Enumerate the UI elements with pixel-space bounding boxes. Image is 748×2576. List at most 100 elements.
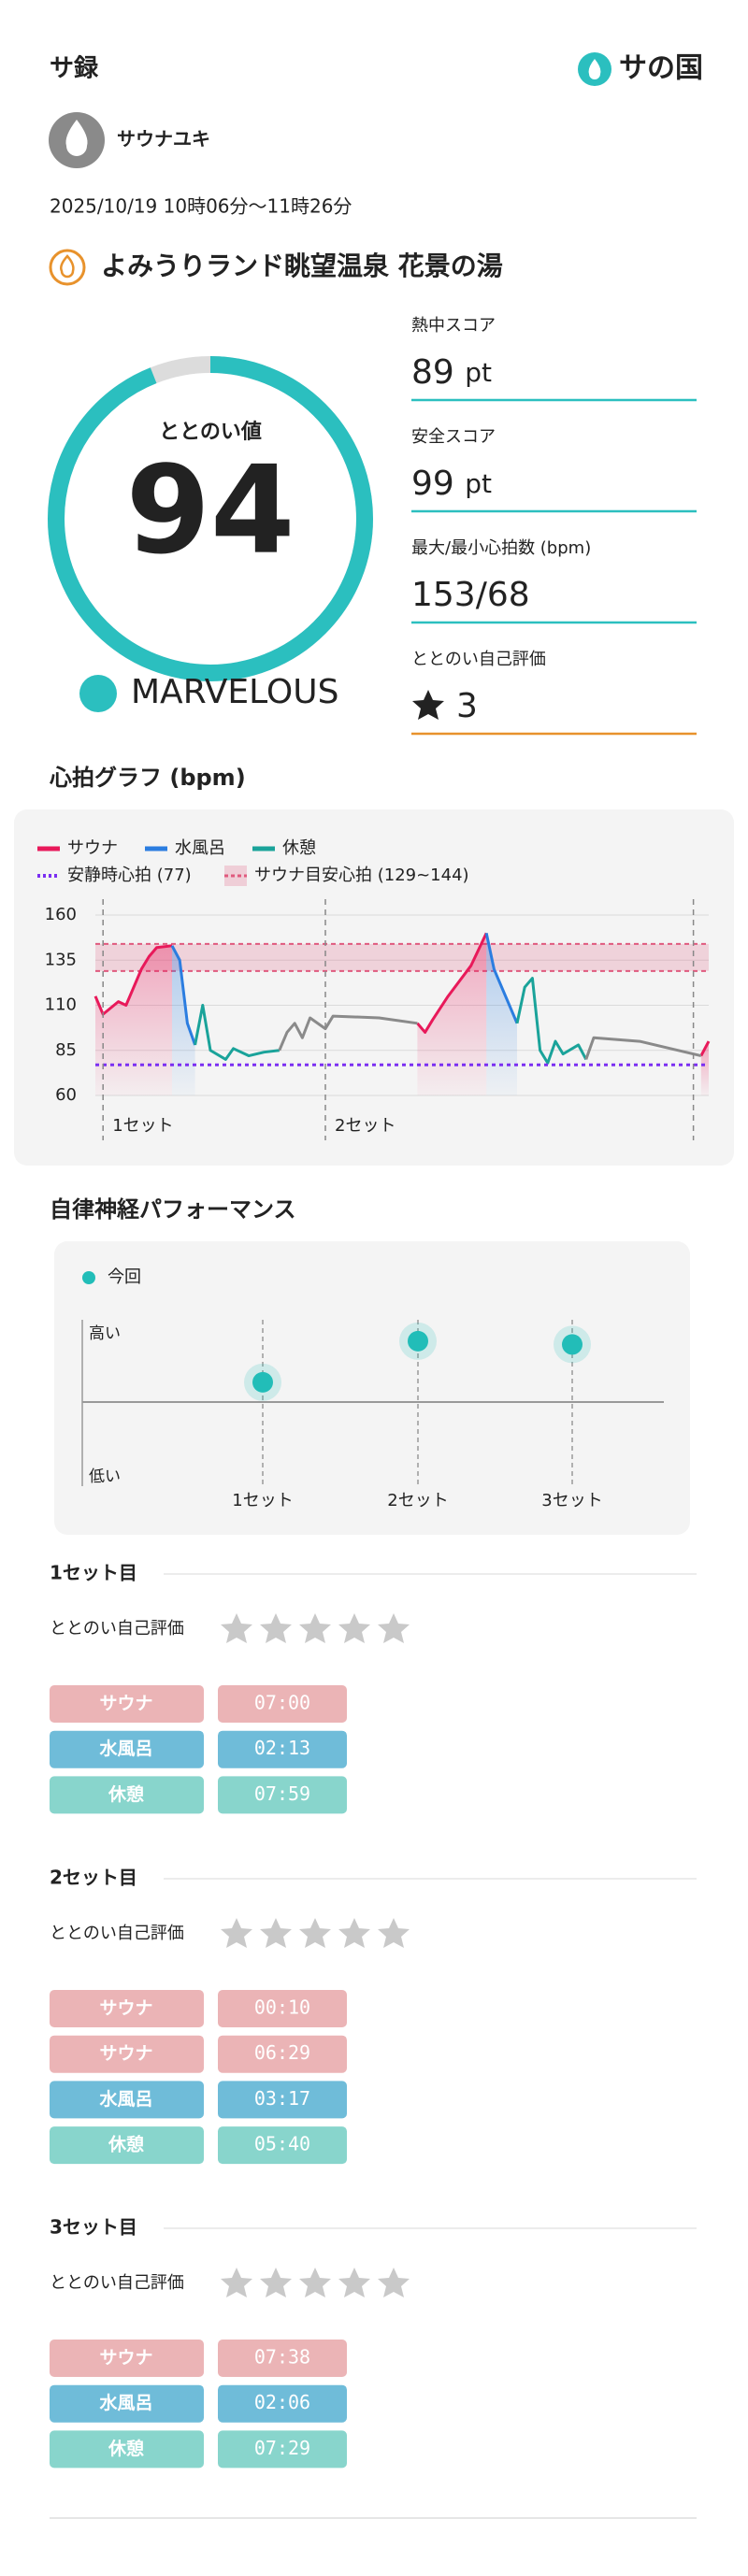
- stat-unit: pt: [465, 357, 492, 388]
- phase-pill: [50, 1685, 204, 1723]
- phase-pill: [50, 2430, 204, 2469]
- series-line: [699, 1040, 711, 1057]
- stat-label: ととのい自己評価: [411, 650, 546, 669]
- stat-value: 99 pt: [411, 465, 492, 503]
- series-area: [172, 945, 195, 1095]
- logo-drop: [588, 59, 601, 79]
- x-tick-label: 2セット: [387, 1491, 448, 1510]
- rating-star[interactable]: [221, 1918, 252, 1948]
- phase-pill: [218, 2340, 347, 2377]
- phase-time: 02:13: [254, 1737, 310, 1759]
- point: [252, 1371, 273, 1393]
- rating-star[interactable]: [378, 2268, 410, 2297]
- stat-value: 89 pt: [411, 353, 492, 392]
- legend-label: 安静時心拍 (77): [67, 866, 192, 885]
- rating-star[interactable]: [378, 1918, 410, 1948]
- series-area: [95, 945, 172, 1095]
- legend-dot: [82, 1271, 95, 1284]
- rating-star[interactable]: [378, 1613, 410, 1643]
- phase-pill: [218, 1990, 347, 2027]
- stat-number: 89: [411, 353, 454, 392]
- phase-label: 水風呂: [98, 2089, 152, 2110]
- logo-text: サの国: [619, 52, 703, 85]
- rating-star[interactable]: [299, 1613, 331, 1643]
- stat-label: 最大/最小心拍数 (bpm): [411, 538, 591, 558]
- legend-label: サウナ目安心拍 (129~144): [254, 866, 469, 885]
- phase-label: 休憩: [108, 2438, 144, 2459]
- stat-value: 153/68: [411, 576, 530, 614]
- rating-label: ととのい自己評価: [50, 2273, 184, 2293]
- y-tick-label: 85: [55, 1040, 77, 1060]
- phase-pill: [50, 1990, 204, 2027]
- phase-label: 水風呂: [98, 1739, 152, 1759]
- rating-label: ととのい自己評価: [50, 1924, 184, 1943]
- phase-time: 02:06: [254, 2391, 310, 2413]
- set-title: 3セット目: [50, 2216, 137, 2239]
- point: [562, 1334, 583, 1355]
- phase-label: サウナ: [99, 2348, 152, 2368]
- series-line: [278, 1014, 418, 1052]
- phase-time: 07:38: [254, 2346, 310, 2368]
- series-line: [484, 932, 519, 1024]
- rating-star[interactable]: [338, 1613, 370, 1643]
- y-tick-label: 110: [45, 995, 77, 1015]
- stat-unit: pt: [465, 468, 492, 499]
- phase-pill: [218, 2081, 347, 2119]
- phase-pill: [50, 2384, 204, 2423]
- series-area: [486, 933, 517, 1095]
- series-line: [416, 932, 488, 1034]
- legend-label: 水風呂: [175, 838, 225, 858]
- star-icon: [412, 690, 444, 720]
- point: [408, 1330, 428, 1352]
- phase-pill: [50, 2126, 204, 2165]
- x-tick-label: 3セット: [541, 1491, 602, 1510]
- rating-star[interactable]: [260, 1918, 292, 1948]
- series-line: [584, 1036, 702, 1060]
- y-axis-label: 低い: [89, 1467, 121, 1486]
- session-datetime: 2025/10/19 10時06分〜11時26分: [50, 195, 352, 218]
- series-line: [194, 1004, 280, 1061]
- facility-icon: [49, 249, 86, 286]
- rating-star[interactable]: [221, 2268, 252, 2297]
- rating-star[interactable]: [260, 2268, 292, 2297]
- rating-star[interactable]: [299, 1918, 331, 1948]
- x-tick-label: 1セット: [232, 1491, 293, 1510]
- phase-pill: [50, 1730, 204, 1768]
- phase-label: 水風呂: [98, 2393, 152, 2413]
- rating-star[interactable]: [260, 1613, 292, 1643]
- y-tick-label: 135: [45, 950, 77, 969]
- phase-time: 06:29: [254, 2041, 310, 2064]
- phase-pill: [218, 2430, 347, 2469]
- phase-label: サウナ: [99, 1694, 152, 1714]
- y-tick-label: 160: [45, 905, 77, 924]
- rank-text: MARVELOUS: [131, 673, 338, 711]
- rating-star[interactable]: [299, 2268, 331, 2297]
- phase-pill: [218, 2126, 347, 2165]
- series-line: [94, 944, 173, 1016]
- rating-star[interactable]: [221, 1613, 252, 1643]
- set-title: 1セット目: [50, 1562, 137, 1584]
- app-title: サ録: [50, 55, 99, 83]
- set-label: 1セット: [112, 1116, 173, 1136]
- phase-pill: [218, 1776, 347, 1814]
- rating-star[interactable]: [338, 1918, 370, 1948]
- y-tick-label: 60: [55, 1085, 77, 1105]
- phase-time: 00:10: [254, 1996, 310, 2019]
- stat-label: 熱中スコア: [411, 316, 496, 336]
- legend-label: サウナ: [67, 838, 118, 858]
- series-line: [170, 945, 197, 1046]
- rating-label: ととのい自己評価: [50, 1619, 184, 1639]
- phase-label: サウナ: [99, 2043, 152, 2064]
- set-label: 2セット: [335, 1116, 396, 1136]
- phase-pill: [50, 2035, 204, 2073]
- phase-pill: [218, 1685, 347, 1723]
- rating-star[interactable]: [338, 2268, 370, 2297]
- series-area: [417, 933, 487, 1095]
- phase-pill: [50, 2340, 204, 2377]
- y-axis-label: 高い: [89, 1324, 121, 1343]
- heart-card: [14, 809, 734, 1166]
- phase-label: 休憩: [108, 1783, 144, 1805]
